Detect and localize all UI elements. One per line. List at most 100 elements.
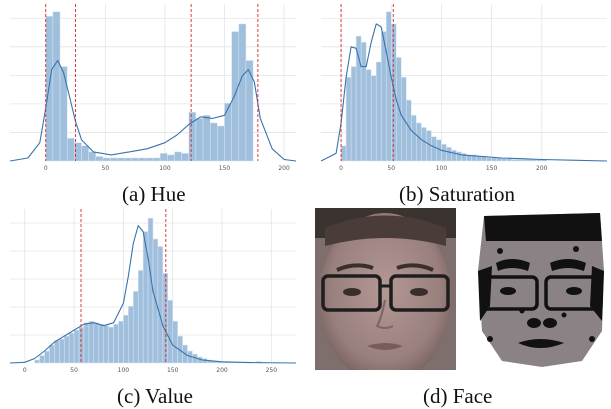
x-tick-label: 0 (44, 165, 48, 172)
histogram-bar (441, 143, 447, 162)
histogram-bar (195, 118, 204, 162)
histogram-bar (380, 31, 387, 162)
kde-curve (9, 225, 297, 364)
histogram-bar (416, 122, 422, 162)
histogram-bar (365, 69, 372, 162)
histogram-bar (157, 246, 164, 364)
histogram-bar (83, 322, 90, 364)
histogram-bar (95, 156, 104, 162)
histogram-bar (370, 75, 377, 162)
histogram-bar (411, 115, 417, 162)
histogram-bar (34, 359, 40, 364)
x-tick-label: 150 (219, 165, 231, 172)
histogram-bar (476, 156, 482, 162)
histogram-bar (421, 127, 427, 162)
histogram-bar (63, 335, 70, 364)
histogram-bar (355, 35, 362, 162)
histogram-bar (113, 323, 119, 364)
histogram-bar (128, 305, 134, 364)
histogram-bar (66, 137, 75, 162)
histogram-bar (159, 153, 168, 162)
x-tick-label: 250 (266, 367, 278, 374)
histogram-bar (506, 158, 512, 162)
histogram-bar (133, 291, 139, 364)
face-caption: (d) Face (423, 384, 493, 408)
histogram-bar (59, 338, 65, 364)
saturation-caption: (b) Saturation (399, 182, 516, 206)
value-caption: (c) Value (117, 384, 193, 408)
x-tick-label: 50 (102, 165, 110, 172)
histogram-bar (375, 61, 382, 162)
face-photo-masked (472, 211, 608, 369)
histogram-bar (93, 322, 100, 364)
histogram-bar (88, 320, 95, 364)
histogram-bar (59, 66, 68, 162)
histogram-bar (451, 150, 457, 162)
kde-curve (9, 59, 297, 162)
histogram-bar (446, 147, 452, 162)
histogram-bar (54, 340, 60, 364)
x-tick-label: 200 (278, 165, 290, 172)
x-tick-label: 150 (486, 165, 498, 172)
hue-histogram-panel: 0 50 100 150 200 (0, 0, 300, 175)
x-tick-label: 100 (118, 367, 130, 374)
histogram-bar (209, 122, 218, 162)
face-photo-original (315, 208, 456, 370)
histogram-bar (486, 157, 492, 162)
histogram-bar (103, 325, 109, 364)
value-histogram-chart: 0 50 100 150 200 250 (9, 209, 297, 374)
histogram-bar (350, 66, 357, 162)
histogram-bar (360, 41, 367, 162)
histogram-bar (390, 23, 397, 162)
kde-curve (320, 23, 608, 162)
histogram-bar (52, 11, 61, 162)
histogram-bar (526, 159, 532, 162)
saturation-histogram-chart: 0 50 100 150 200 (320, 4, 608, 172)
x-tick-label: 200 (536, 165, 548, 172)
histogram-bar (217, 125, 225, 162)
x-tick-label: 50 (70, 367, 78, 374)
histogram-bar (147, 217, 154, 364)
histogram-bar (162, 273, 169, 364)
histogram-bar (131, 157, 139, 162)
histogram-bar (501, 158, 507, 162)
histogram-bar (521, 159, 527, 162)
saturation-histogram-panel: 0 50 100 150 200 (315, 0, 611, 175)
histogram-bar (245, 60, 254, 162)
histogram-bar (172, 320, 178, 364)
histogram-bar (167, 300, 173, 364)
histogram-bar (406, 99, 412, 162)
face-masked-illustration (472, 211, 608, 369)
histogram-bar (78, 326, 85, 364)
histogram-bar (39, 355, 45, 364)
x-tick-label: 100 (159, 165, 171, 172)
histogram-bar (174, 151, 182, 162)
histogram-bar (68, 332, 75, 364)
value-histogram-panel: 0 50 100 150 200 250 (0, 205, 300, 377)
histogram-bar (340, 145, 347, 162)
histogram-bar (511, 159, 517, 162)
histogram-bar (167, 154, 175, 162)
histogram-bar (145, 157, 154, 162)
histogram-bar (45, 16, 54, 162)
histogram-bar (188, 112, 197, 162)
histogram-bar (431, 136, 437, 162)
histogram-bar (516, 159, 522, 162)
x-tick-label: 50 (387, 165, 395, 172)
histogram-bar (238, 23, 247, 162)
x-tick-label: 150 (167, 367, 179, 374)
hue-caption: (a) Hue (122, 182, 186, 206)
histogram-bar (123, 314, 129, 364)
histogram-bar (137, 270, 144, 364)
x-tick-label: 200 (216, 367, 228, 374)
histogram-bar (117, 157, 125, 162)
face-original-illustration (315, 208, 456, 370)
x-tick-label: 0 (23, 367, 27, 374)
histogram-bar (152, 157, 161, 162)
hue-histogram-chart: 0 50 100 150 200 (9, 4, 297, 172)
histogram-bar (81, 145, 89, 162)
histogram-bar (491, 157, 497, 162)
histogram-bar (231, 31, 240, 162)
histogram-bar (88, 151, 97, 162)
x-tick-label: 0 (339, 165, 343, 172)
